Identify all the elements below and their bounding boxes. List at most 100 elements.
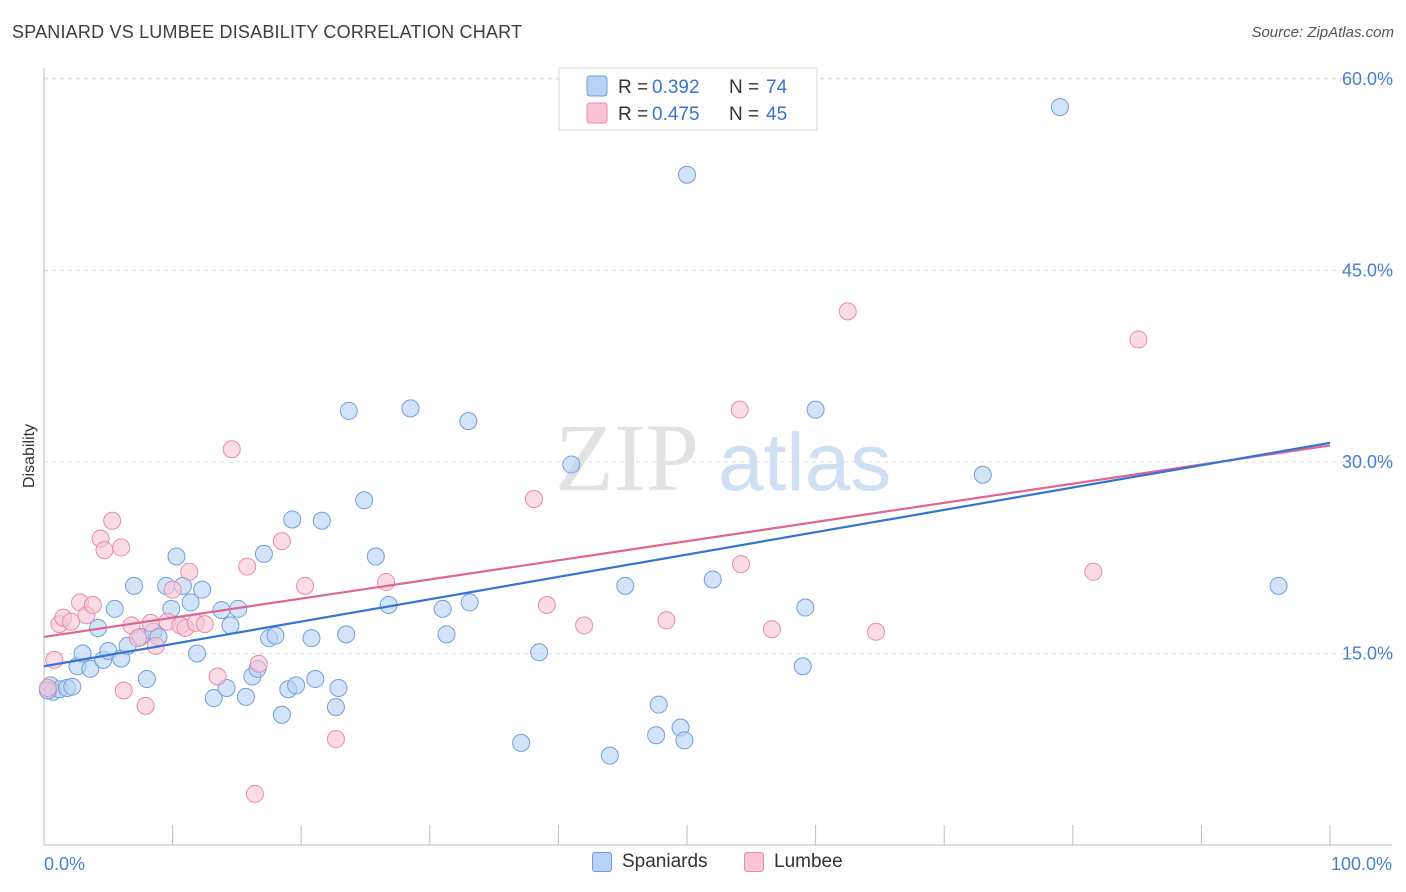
legend-n-label-2: N = [729, 104, 759, 125]
spaniards-point [433, 599, 452, 618]
watermark-atlas: atlas [718, 417, 891, 508]
lumbee-point [838, 302, 857, 321]
lumbee-point [112, 538, 131, 557]
x-tick-label-max: 100.0% [1331, 854, 1392, 874]
lumbee-point [128, 629, 147, 648]
spaniards-point [355, 491, 374, 510]
legend-r-value-1: 0.392 [652, 77, 700, 98]
spaniards-point [1050, 98, 1069, 117]
axes [43, 68, 1392, 846]
lumbee-point [38, 678, 57, 697]
spaniards-point [703, 570, 722, 589]
lumbee-point [245, 784, 264, 803]
spaniards-point [678, 165, 696, 184]
legend-n-value-1: 74 [766, 77, 788, 98]
x-tick-label-min: 0.0% [44, 854, 85, 874]
lumbee-point [180, 562, 199, 581]
watermark: ZIP atlas [555, 404, 891, 511]
spaniards-point [137, 670, 156, 689]
spaniards-point [302, 629, 321, 648]
lumbee-point [195, 615, 214, 634]
spaniards-point [796, 598, 815, 617]
spaniards-point [287, 676, 306, 695]
spaniards-point [793, 657, 812, 676]
lumbee-point [238, 557, 257, 576]
lumbee-point [296, 576, 315, 595]
spaniards-point [167, 547, 186, 566]
spaniards-point [254, 544, 273, 563]
spaniards-point [973, 465, 992, 484]
spaniards-point [512, 733, 531, 752]
lumbee-point [272, 532, 291, 551]
spaniards-point [806, 400, 825, 419]
spaniards-point [337, 625, 356, 644]
spaniards-point [306, 670, 325, 689]
spaniards-point [616, 576, 635, 595]
spaniards-point [283, 510, 302, 529]
spaniards-point [437, 625, 456, 644]
bottom-legend-label-lumbee: Lumbee [774, 851, 843, 872]
legend: R = 0.392 N = 74 R = 0.475 N = 45 [558, 67, 818, 131]
lumbee-point [1084, 562, 1103, 581]
lumbee-point [222, 440, 241, 459]
lumbee-point [762, 620, 781, 639]
spaniards-point [401, 399, 420, 418]
y-tick-label-15: 15.0% [1342, 644, 1393, 664]
lumbee-point [114, 681, 133, 700]
source-label: Source: ZipAtlas.com [1251, 24, 1394, 41]
lumbee-point [1129, 330, 1148, 349]
legend-swatch-lumbee [586, 102, 608, 124]
bottom-legend-lumbee[interactable]: Lumbee [744, 851, 843, 873]
spaniards-point [221, 616, 240, 635]
spaniards-point [339, 401, 358, 420]
y-tick-label-45: 45.0% [1342, 261, 1393, 281]
y-tick-label-30: 30.0% [1342, 452, 1393, 472]
spaniards-point [675, 731, 694, 750]
spaniards-point [105, 599, 124, 618]
lumbee-point [163, 580, 182, 599]
lumbee-point [83, 595, 102, 614]
spaniards-point [1269, 576, 1288, 595]
spaniards-point [204, 689, 223, 708]
spaniards-point [312, 511, 331, 530]
y-tick-labels: 15.0% 30.0% 45.0% 60.0% [1342, 69, 1393, 664]
series-lumbee-points [38, 302, 1148, 803]
spaniards-point [329, 678, 348, 697]
bottom-legend-swatch-lumbee [744, 852, 764, 872]
bottom-legend-swatch-spaniards [592, 852, 612, 872]
legend-n-value-2: 45 [766, 104, 787, 125]
lumbee-point [537, 595, 556, 614]
lumbee-trend-line [43, 444, 1331, 638]
spaniards-point [188, 644, 207, 663]
series-spaniards-points [38, 98, 1288, 765]
bottom-legend: Spaniards Lumbee [0, 851, 1406, 879]
lumbee-point [103, 511, 122, 530]
legend-n-label-1: N = [729, 77, 759, 98]
lumbee-point [732, 555, 751, 574]
lumbee-point [326, 730, 345, 749]
y-axis-label: Disability [21, 424, 38, 488]
spaniards-point [272, 705, 291, 724]
lumbee-point [867, 622, 886, 641]
spaniards-point [181, 593, 200, 612]
lumbee-point [95, 541, 114, 560]
spaniards-point [647, 726, 666, 745]
y-tick-label-60: 60.0% [1342, 69, 1393, 89]
legend-r-label-2: R = [618, 104, 648, 125]
lumbee-point [62, 612, 81, 631]
spaniards-point [600, 746, 619, 765]
chart-title: SPANIARD VS LUMBEE DISABILITY CORRELATIO… [12, 22, 523, 42]
lumbee-point [524, 490, 543, 509]
lumbee-point [208, 667, 227, 686]
spaniards-trend-line [43, 441, 1331, 668]
lumbee-point [730, 400, 749, 419]
bottom-legend-spaniards[interactable]: Spaniards [592, 851, 708, 873]
lumbee-point [249, 654, 268, 673]
legend-r-label-1: R = [618, 77, 648, 98]
spaniards-point [266, 626, 285, 645]
spaniards-point [81, 659, 100, 678]
spaniards-point [125, 576, 144, 595]
spaniards-point [366, 547, 385, 566]
spaniards-point [562, 455, 581, 474]
lumbee-point [575, 616, 594, 635]
